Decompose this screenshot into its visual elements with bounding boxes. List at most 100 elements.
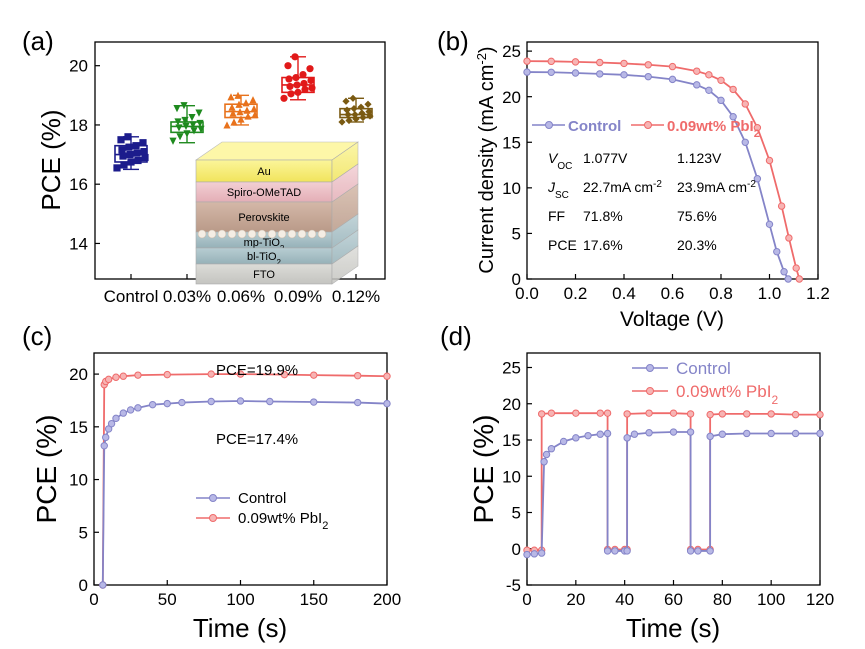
data-point [141,153,149,162]
y-axis-label: PCE (%) [31,415,62,524]
data-point [235,100,243,108]
series-control-point [765,220,774,229]
legend: Control 0.09wt% PbI2 [632,359,778,407]
legend-label-control: Control [568,118,621,135]
series-control-point [706,547,714,555]
series-control-point [694,547,702,555]
series-control-point [630,430,639,438]
series-control-point [102,433,110,442]
y-tick-label: 20 [502,88,521,107]
series-pbi2-point [523,57,531,65]
series-control-point [741,138,749,146]
panel-c: (c) 0 50 100 150 200 0 5 10 15 20 Time (s) PCE (%… [22,321,401,643]
box-plot-4 [280,53,316,102]
table-control-value: 71.8% [583,208,623,224]
data-point [244,112,252,120]
series-control-point [603,547,612,555]
legend-marker-pbi2 [644,121,652,129]
panel-label: (d) [440,321,472,351]
y-tick-label: 5 [79,523,88,542]
plot-frame [526,352,821,586]
legend-label-pbi2: 0.09wt% PbI2 [238,510,328,532]
series-pbi2-point [571,58,580,66]
x-tick-label: 0.8 [709,284,733,303]
series-pbi2-point [310,371,318,379]
data-point [124,133,132,141]
series-pbi2-line [526,60,801,280]
series-control-point [596,430,604,438]
series-control-point [207,397,215,406]
data-point [140,148,148,156]
legend-label-pbi2: 0.09wt% PbI2 [667,118,760,140]
nanoparticle [277,229,287,239]
data-point [117,136,125,144]
annotation-control-pce: PCE=17.4% [216,431,298,448]
nanoparticle [317,229,327,239]
series-pbi2-point [644,61,652,69]
x-tick-label: 0 [89,590,98,609]
data-point [338,118,346,126]
data-point [285,75,293,83]
legend-marker-control [209,494,217,502]
data-point [118,146,126,154]
series-control-point [623,547,631,555]
x-tick-label: 80 [713,590,732,609]
x-tick-label: 0.0 [515,284,539,303]
nanoparticle [197,229,207,239]
data-point [343,106,351,114]
series-pbi2-point [596,409,604,417]
data-point [250,105,258,113]
series-control-point [354,398,362,407]
series-pbi2-point [572,409,580,417]
table-row-label: PCE [548,237,577,253]
series-control-point [236,397,245,405]
x-tick-label: 150 [300,590,328,609]
series-pbi2-point [383,372,391,380]
series-control-point [310,398,318,406]
x-tick-label: 1.0 [758,284,782,303]
data-point [249,96,257,104]
y-tick-label: 0 [512,540,521,559]
data-point [351,110,359,119]
series-control-point [668,75,677,84]
y-tick-label: 5 [512,504,521,523]
series-control-point [773,247,781,256]
series-control-point [547,445,556,453]
data-point [301,85,309,93]
series-control-point [743,429,751,438]
layer-bl-tio2-label: bl-TiO2 [247,251,282,267]
x-tick-label: 200 [373,590,401,609]
data-point [181,116,189,125]
series-pbi2-point [743,410,751,418]
data-point [119,152,127,160]
series-pbi2-point [753,123,762,132]
table-control-value: 1.077V [583,150,628,166]
x-tick-label: 20 [566,590,585,609]
series-control-point [596,70,604,78]
data-point [134,156,142,165]
annotation-pbi2-pce: PCE=19.9% [216,362,298,379]
x-tick-label: 50 [158,590,177,609]
data-point [223,121,231,129]
legend: Control 0.09wt% PbI2 [196,490,328,532]
nanoparticle [267,229,277,239]
y-tick-label: 0 [79,576,88,595]
data-point [294,88,302,96]
series-control-point [780,268,788,276]
data-point [300,79,308,88]
panel-a: (a) 14 16 18 20 Control 0.03% 0.06% 0.09% 0.12%… [22,26,386,306]
nanoparticle [227,229,237,239]
data-point [195,109,203,117]
series-pbi2-point [792,264,800,272]
series-control-point [644,72,652,81]
nanoparticle [287,229,297,239]
x-tick-label: 1.2 [806,284,830,303]
series-pbi2-point [765,156,774,165]
nanoparticle [217,229,227,239]
series-pbi2-point [623,410,631,418]
table-control-value: 17.6% [583,237,623,253]
series-control-point [542,450,551,459]
legend-marker-pbi2 [209,514,217,522]
